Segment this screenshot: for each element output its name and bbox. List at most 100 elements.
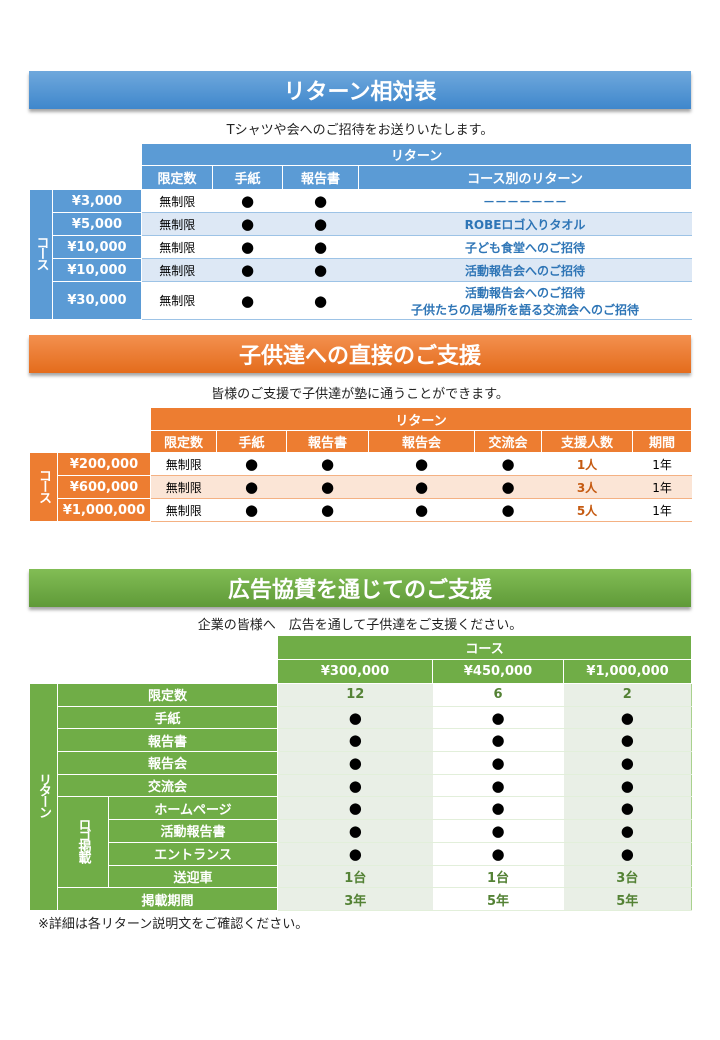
column-header: 限定数 [141,165,213,190]
column-header: コース別のリターン [357,165,693,190]
section2-subtitle: 皆様のご支援で子供達が塾に通うことができます。 [211,387,509,402]
bullet-icon: ● [320,501,335,519]
column-header: 報告書 [282,165,359,190]
bullet-icon: ● [313,238,328,256]
return-text-2: 子供たちの居場所を語る交流会へのご招待 [411,302,640,317]
value-cell: ● [286,452,369,476]
letter-cell: ● [212,235,283,259]
value-cell: 1年 [632,475,692,499]
report-cell: ● [282,235,359,259]
value-cell: 5人 [541,498,633,522]
value-cell: ● [277,819,433,843]
value-cell: ● [368,475,475,499]
table-row: エントランス ● ● ● [30,841,693,866]
bullet-icon: ● [244,478,259,496]
bullet-icon: ● [491,821,505,840]
letter-cell: ● [212,189,283,213]
table-row: ¥600,000 無制限 ● ● ● ● 3人 1年 [30,475,692,499]
price-cell: ¥10,000 [52,258,142,282]
section1-title: リターン相対表 [29,71,691,109]
value-cell: ● [432,728,564,753]
bullet-icon: ● [313,291,328,310]
bullet-icon: ● [348,731,362,750]
value-cell: ● [563,796,693,821]
value-cell: ● [368,498,475,522]
section2-title: 子供達への直接のご支援 [29,335,691,373]
bullet-icon: ● [501,501,515,519]
side-label-course: コース [29,189,53,320]
bullet-icon: ● [320,478,335,496]
bullet-icon: ● [491,799,505,818]
bullet-icon: ● [244,501,259,519]
bullet-icon: ● [620,844,634,863]
bullet-icon: ● [313,192,328,210]
section1-subtitle: Tシャツや会へのご招待をお送りいたします。 [226,123,494,138]
value-cell: ● [216,452,287,476]
bullet-icon: ● [313,215,328,233]
price-cell: ¥30,000 [52,281,142,320]
column-header: 手紙 [216,430,287,453]
value-cell: ● [563,842,693,866]
value-cell: ● [216,475,287,499]
limit-cell: 無制限 [141,281,213,320]
value-cell: ● [432,706,564,730]
group-header: コース [277,635,693,660]
column-header: 期間 [631,430,693,453]
bullet-icon: ● [620,776,634,795]
column-header: 限定数 [150,430,217,453]
value-cell: ● [277,842,433,866]
value-cell: ● [432,774,564,798]
report-cell: ● [282,258,359,282]
value-cell: 3台 [563,865,693,889]
bullet-icon: ● [348,708,362,727]
sponsorship-table: コース ¥300,000 ¥450,000 ¥1,000,000 リターン 限定数 12… [29,635,693,911]
table-row: リターン 限定数 12 6 2 [29,683,693,911]
column-header: 支援人数 [541,430,633,453]
value-cell: 1人 [541,452,633,476]
row-label: 掲載期間 [56,887,279,911]
value-cell: 1台 [432,865,564,889]
bullet-icon: ● [491,844,505,863]
return-text: 活動報告会へのご招待 [465,285,586,300]
row-label: 限定数 [56,683,279,707]
value-cell: ● [563,728,693,753]
report-cell: ● [282,212,359,236]
section3-title: 広告協賛を通じてのご支援 [29,569,691,607]
bullet-icon: ● [244,455,259,473]
bullet-icon: ● [348,776,362,795]
value-cell: ● [286,498,369,522]
side-label-course: コース [29,452,58,522]
bullet-icon: ● [491,731,505,750]
side-label-text: コース [33,236,49,269]
return-text: ROBEロゴ入りタオル [464,217,586,232]
return-table: リターン 限定数 手紙 報告書 コース別のリターン コース ¥3,000 無制限 ● ● －－－… [29,143,693,320]
bullet-icon: ● [240,238,255,256]
bullet-icon: ● [620,731,634,750]
letter-cell: ● [212,281,283,320]
value-cell: ● [286,475,369,499]
bullet-icon: ● [491,753,505,772]
value-cell: 無制限 [150,475,217,499]
price-cell: ¥5,000 [52,212,142,236]
table-row: ¥1,000,000 無制限 ● ● ● ● 5人 1年 [30,498,692,522]
value-cell: 1年 [632,498,692,522]
bullet-icon: ● [501,478,515,496]
bullet-icon: ● [320,455,335,473]
table-row: 送迎車 1台 1台 3台 [30,864,693,889]
row-label: ホームページ [107,796,279,821]
bullet-icon: ● [501,455,515,473]
value-cell: 2 [563,683,693,707]
table-row: コース ¥3,000 無制限 ● ● －－－－－－－ [29,189,692,320]
bullet-icon: ● [620,708,634,727]
bullet-icon: ● [491,708,505,727]
limit-cell: 無制限 [141,235,213,259]
value-cell: ● [474,475,542,499]
report-cell: ● [282,281,359,320]
bullet-icon: ● [348,821,362,840]
logo-label-text: ロゴ掲載 [75,818,91,863]
side-label-text: コース [36,468,51,502]
value-cell: ● [432,819,564,843]
bullet-icon: ● [348,799,362,818]
bullet-icon: ● [620,821,634,840]
